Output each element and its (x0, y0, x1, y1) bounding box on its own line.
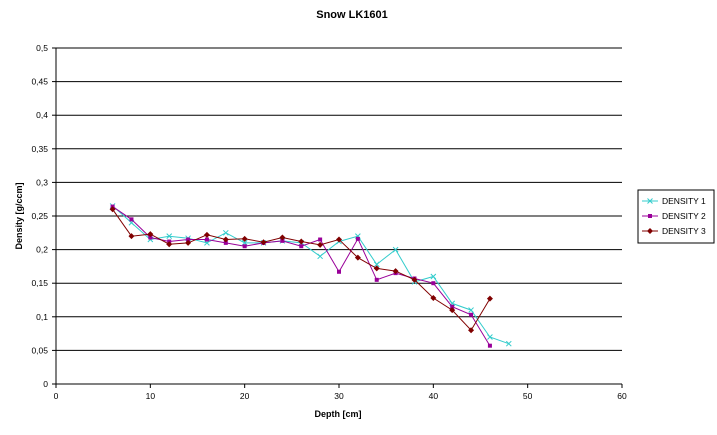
chart-title: Snow LK1601 (316, 9, 388, 21)
data-point (354, 254, 361, 261)
y-tick-label: 0,35 (31, 144, 48, 154)
data-point (318, 237, 323, 242)
data-point (355, 236, 360, 241)
y-tick-label: 0,45 (31, 77, 48, 87)
data-point (166, 233, 173, 240)
legend: DENSITY 1 DENSITY 2 DENSITY 3 (637, 189, 715, 244)
y-tick-label: 0 (43, 379, 48, 389)
x-tick-label: 20 (240, 391, 250, 401)
data-point (280, 238, 285, 243)
data-point (505, 340, 512, 347)
legend-label: DENSITY 3 (662, 226, 706, 236)
series-2 (110, 204, 492, 348)
data-point (486, 295, 493, 302)
data-point (373, 265, 380, 272)
data-point (468, 307, 474, 313)
data-point (648, 214, 652, 218)
data-point (204, 237, 209, 242)
legend-label: DENSITY 1 (662, 196, 706, 206)
legend-item: DENSITY 1 (642, 196, 706, 206)
data-point (109, 206, 116, 213)
y-tick-label: 0,3 (36, 177, 48, 187)
data-point (392, 268, 399, 275)
data-point (166, 241, 173, 248)
data-point (373, 261, 380, 268)
data-point (647, 198, 653, 204)
x-tick-label: 0 (54, 391, 59, 401)
data-point (222, 229, 229, 236)
data-point (128, 233, 135, 240)
data-point (279, 234, 286, 241)
data-point (336, 236, 342, 243)
data-point (411, 276, 418, 283)
data-point (430, 294, 437, 301)
x-tick-label: 50 (523, 391, 533, 401)
data-point (317, 253, 323, 260)
y-tick-label: 0,25 (31, 211, 48, 221)
y-tick-label: 0,5 (36, 43, 48, 53)
data-point (487, 343, 492, 348)
data-point (430, 273, 437, 280)
legend-item: DENSITY 2 (642, 211, 706, 221)
x-tick-label: 40 (429, 391, 439, 401)
data-point (468, 327, 475, 334)
data-point (450, 304, 455, 309)
y-tick-label: 0,2 (36, 245, 48, 255)
data-point (647, 228, 653, 234)
series-1 (109, 203, 512, 347)
data-point (449, 307, 456, 314)
gridlines (56, 47, 622, 351)
data-point (242, 244, 247, 249)
data-point (185, 239, 192, 246)
y-tick-label: 0,1 (36, 312, 48, 322)
data-point (203, 231, 210, 238)
data-point (374, 277, 379, 282)
y-tick-label: 0,4 (36, 110, 48, 120)
data-point (337, 269, 341, 274)
x-tick-label: 30 (334, 391, 344, 401)
x-axis-label: Depth [cm] (315, 409, 362, 419)
data-point (469, 312, 474, 317)
data-point (487, 334, 493, 340)
data-point (298, 238, 305, 245)
data-point (148, 235, 153, 240)
data-point (317, 241, 324, 248)
data-point (223, 240, 228, 245)
x-tick-label: 10 (146, 391, 156, 401)
axes (52, 47, 623, 388)
data-point (241, 235, 248, 242)
data-point (392, 246, 399, 253)
data-point (129, 217, 134, 222)
series-layer (109, 203, 512, 348)
data-point (222, 236, 229, 243)
legend-item: DENSITY 3 (642, 226, 706, 236)
y-tick-label: 0,05 (31, 345, 48, 355)
data-point (431, 281, 436, 286)
data-point (186, 237, 191, 242)
x-tick-label: 60 (617, 391, 627, 401)
y-axis-label: Density [g/ccm] (14, 182, 24, 249)
series-line (112, 209, 491, 332)
data-point (260, 239, 267, 246)
data-point (147, 231, 154, 238)
legend-label: DENSITY 2 (662, 211, 706, 221)
series-line (112, 205, 509, 345)
series-3 (109, 206, 493, 334)
data-point (299, 244, 304, 249)
tick-labels: 0 0,05 0,1 0,15 0,2 0,25 0,3 0,35 0,4 0,45 0,5 0 10 2… (31, 43, 627, 401)
y-tick-label: 0,15 (31, 278, 48, 288)
